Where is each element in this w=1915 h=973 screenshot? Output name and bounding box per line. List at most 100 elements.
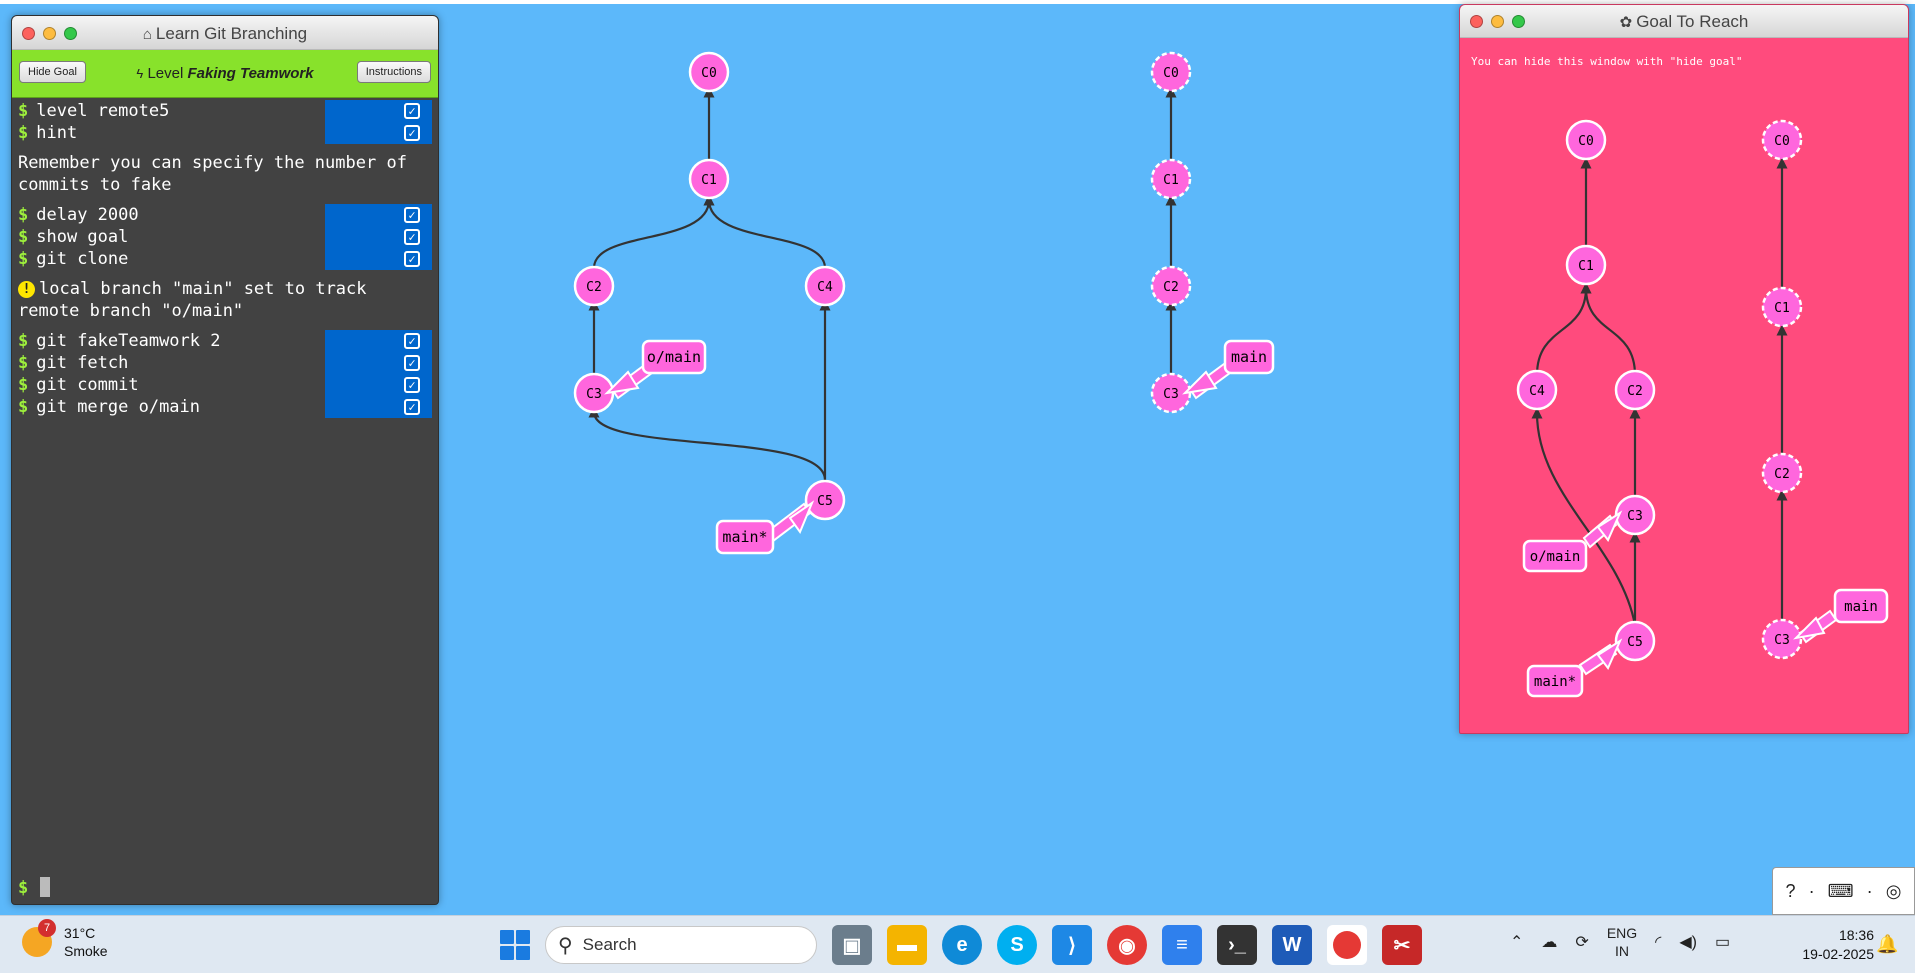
- sync-icon[interactable]: ⟳: [1575, 934, 1589, 951]
- terminal-output: ✓ ✓ $ level remote5 $ hint Remember you ca…: [12, 98, 438, 418]
- taskbar-apps: ⚲ Search ▣ ▬ e S ⟩ ◉ ≡ ›_ W ✂: [500, 925, 1422, 965]
- commit-node[interactable]: C1: [688, 158, 730, 200]
- cloud-icon[interactable]: ☁: [1541, 934, 1558, 951]
- maximize-window-button[interactable]: [64, 27, 77, 40]
- commit-node[interactable]: C3: [573, 372, 615, 414]
- minimize-window-button[interactable]: [43, 27, 56, 40]
- commit-edge: [1580, 282, 1637, 376]
- command-line: $ hint: [18, 123, 78, 143]
- branch-label-remote-main[interactable]: main: [1182, 339, 1275, 400]
- taskbar: 7 31°C Smoke ⚲ Search ▣ ▬ e S ⟩ ◉ ≡ ›_ W…: [0, 915, 1915, 973]
- dot-separator: ·: [1866, 880, 1873, 901]
- svg-text:main*: main*: [722, 528, 767, 546]
- bell-icon[interactable]: 🔔: [1876, 934, 1899, 954]
- command-line: $ show goal: [18, 227, 129, 247]
- remote-commit-node[interactable]: C1: [1150, 158, 1192, 200]
- top-edge: [0, 0, 1915, 4]
- gear-icon: ✿: [1619, 14, 1633, 31]
- svg-text:C0: C0: [1578, 134, 1594, 149]
- battery-icon[interactable]: ▭: [1715, 934, 1731, 951]
- commit-node[interactable]: C5: [804, 479, 846, 521]
- command-group: ✓ ✓ ✓ ✓ $ git fakeTeamwork 2 $ git fetch $…: [12, 330, 438, 418]
- goal-commit-node: C5: [1614, 620, 1656, 662]
- chevron-up-icon[interactable]: ⌃: [1510, 934, 1524, 951]
- goal-commit-node: C1: [1565, 244, 1607, 286]
- taskbar-search[interactable]: ⚲ Search: [545, 926, 817, 964]
- system-tray: ⌃ ☁ ⟳ ENG IN ◜ ◀) ▭: [1510, 924, 1730, 960]
- help-button[interactable]: ?: [1785, 880, 1796, 901]
- terminal-icon[interactable]: ›_: [1217, 925, 1257, 965]
- window-controls: [22, 27, 77, 40]
- level-name: Faking Teamwork: [187, 65, 314, 82]
- command-line: $ level remote5: [18, 101, 170, 121]
- bolt-icon: ϟ: [136, 66, 144, 81]
- wifi-icon[interactable]: ◜: [1655, 934, 1662, 951]
- keyboard-icon[interactable]: ⌨: [1827, 880, 1854, 901]
- command-line: $ git commit: [18, 375, 139, 395]
- branch-label-main[interactable]: main*: [715, 500, 815, 555]
- chrome-profile-icon[interactable]: [1327, 925, 1367, 965]
- volume-icon[interactable]: ◀): [1679, 934, 1697, 951]
- maximize-window-button[interactable]: [1512, 15, 1525, 28]
- svg-text:o/main: o/main: [647, 348, 701, 366]
- close-window-button[interactable]: [22, 27, 35, 40]
- weather-widget[interactable]: 7 31°C Smoke: [22, 919, 108, 960]
- remote-commit-node[interactable]: C2: [1150, 265, 1192, 307]
- goal-remote-commit-node: C0: [1761, 119, 1803, 161]
- snipping-tool-icon[interactable]: ✂: [1382, 925, 1422, 965]
- goal-commit-node: C2: [1614, 369, 1656, 411]
- svg-text:C2: C2: [586, 280, 602, 295]
- vscode-icon[interactable]: ⟩: [1052, 925, 1092, 965]
- instructions-button[interactable]: Instructions: [356, 61, 431, 83]
- notepad-icon[interactable]: ≡: [1162, 925, 1202, 965]
- command-group: ✓ ✓ ✓ $ delay 2000 $ show goal $ git clone: [12, 204, 438, 270]
- branch-label-o-main[interactable]: o/main: [604, 339, 707, 400]
- commit-edge: [592, 194, 715, 269]
- chrome-icon[interactable]: ◉: [1107, 925, 1147, 965]
- goal-hint: You can hide this window with "hide goal…: [1471, 55, 1743, 68]
- svg-text:C3: C3: [1163, 387, 1179, 402]
- commit-node[interactable]: C2: [573, 265, 615, 307]
- notification-badge: 7: [38, 919, 56, 937]
- warning-icon: !: [18, 281, 35, 298]
- home-icon: ⌂: [142, 26, 152, 43]
- commit-edge: [588, 406, 827, 481]
- commit-node[interactable]: C4: [804, 265, 846, 307]
- task-view-icon[interactable]: ▣: [832, 925, 872, 965]
- command-status-bar: ✓ ✓ ✓: [325, 204, 432, 270]
- check-icon: ✓: [404, 251, 420, 267]
- command-prompt[interactable]: $: [18, 877, 51, 898]
- goal-remote-commit-node: C3: [1761, 618, 1803, 660]
- edge-icon[interactable]: e: [942, 925, 982, 965]
- goal-branch-label-main: main*: [1526, 638, 1623, 698]
- language-indicator[interactable]: ENG IN: [1606, 925, 1638, 959]
- word-icon[interactable]: W: [1272, 925, 1312, 965]
- command-line: $ git clone: [18, 249, 129, 269]
- svg-text:o/main: o/main: [1530, 549, 1581, 565]
- remote-commit-node[interactable]: C0: [1150, 51, 1192, 93]
- skype-icon[interactable]: S: [997, 925, 1037, 965]
- svg-text:C1: C1: [1163, 173, 1179, 188]
- check-icon: ✓: [404, 377, 420, 393]
- command-line: $ git fakeTeamwork 2: [18, 331, 221, 351]
- check-icon: ✓: [404, 103, 420, 119]
- svg-text:C0: C0: [1163, 66, 1179, 81]
- close-window-button[interactable]: [1470, 15, 1483, 28]
- commit-node[interactable]: C0: [688, 51, 730, 93]
- command-group: ✓ ✓ $ level remote5 $ hint: [12, 100, 438, 144]
- github-icon[interactable]: ◎: [1885, 880, 1902, 901]
- dot-separator: ·: [1808, 880, 1815, 901]
- file-explorer-icon[interactable]: ▬: [887, 925, 927, 965]
- hide-goal-button[interactable]: Hide Goal: [19, 61, 86, 83]
- warning-message: ! local branch "main" set to track remote…: [18, 279, 367, 321]
- start-button[interactable]: [500, 930, 530, 960]
- help-widget: ? · ⌨ · ◎: [1772, 867, 1915, 915]
- clock[interactable]: 18:36 19-02-2025: [1802, 927, 1874, 962]
- goal-commit-node: C4: [1516, 369, 1558, 411]
- check-icon: ✓: [404, 125, 420, 141]
- svg-text:C1: C1: [1774, 301, 1790, 316]
- check-icon: ✓: [404, 207, 420, 223]
- svg-text:main: main: [1844, 599, 1878, 615]
- minimize-window-button[interactable]: [1491, 15, 1504, 28]
- terminal-titlebar: ⌂ Learn Git Branching: [12, 16, 438, 50]
